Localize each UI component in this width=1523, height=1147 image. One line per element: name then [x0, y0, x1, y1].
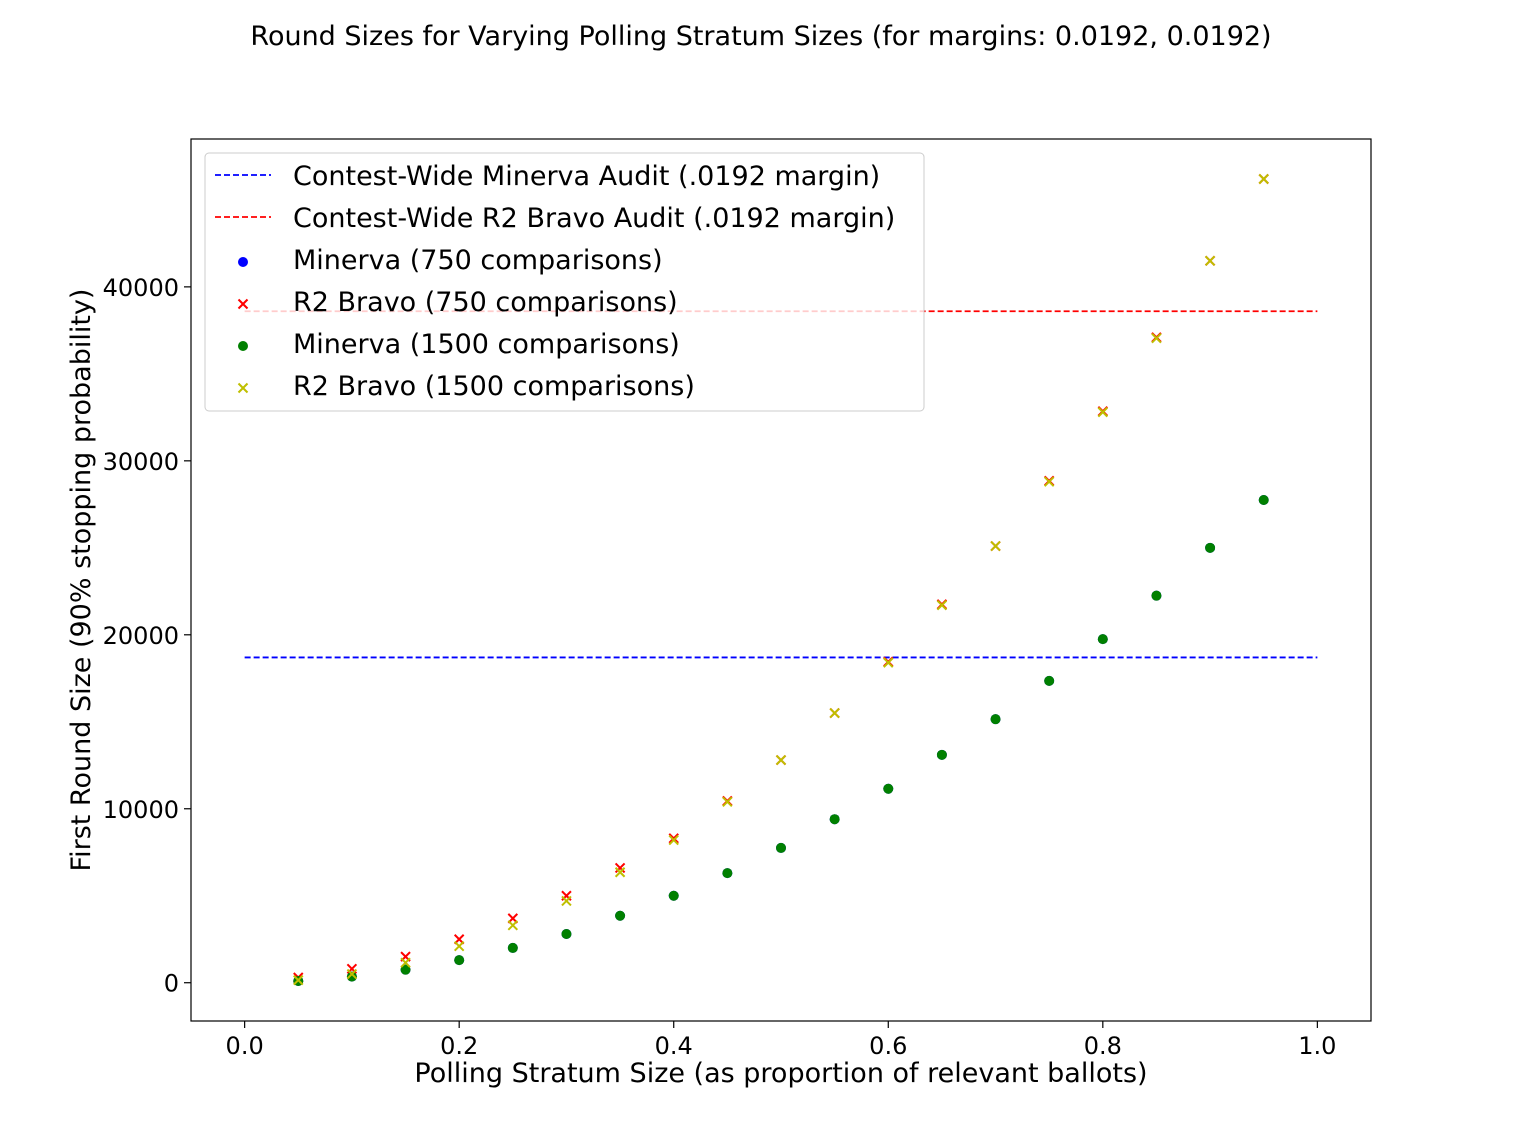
legend-label-3: R2 Bravo (750 comparisons) [293, 287, 678, 318]
legend-swatch-2 [238, 257, 248, 267]
data-point-s2-8 [722, 868, 733, 879]
data-point-s3-7 [668, 834, 679, 846]
x-tick-label-4: 0.8 [1084, 1032, 1122, 1060]
legend-label-0: Contest-Wide Minerva Audit (.0192 margin… [293, 161, 880, 192]
legend-label-1: Contest-Wide R2 Bravo Audit (.0192 margi… [293, 203, 895, 234]
data-point-s3-16 [1151, 332, 1162, 344]
x-tick-label-5: 1.0 [1298, 1032, 1336, 1060]
legend-label-4: Minerva (1500 comparisons) [293, 329, 680, 360]
data-point-s3-17 [1204, 255, 1216, 266]
data-point-s2-13 [990, 714, 1001, 725]
data-point-s3-6 [614, 867, 626, 878]
data-point-s1-7 [668, 833, 679, 844]
y-tick-label-0: 0 [164, 970, 179, 998]
data-point-s3-10 [829, 707, 840, 719]
y-tick-label-2: 20000 [103, 622, 179, 650]
legend-box [204, 152, 925, 412]
legend-label-5: R2 Bravo (1500 comparisons) [293, 371, 695, 402]
data-point-s2-6 [615, 910, 626, 921]
y-tick-label-1: 10000 [103, 796, 179, 824]
data-point-s1-6 [614, 862, 626, 874]
data-point-s3-3 [453, 940, 465, 952]
data-point-s2-10 [829, 814, 840, 825]
y-tick-label-3: 30000 [103, 448, 179, 476]
data-point-s3-9 [775, 754, 787, 766]
data-point-s2-15 [1097, 634, 1108, 645]
legend-swatch-4 [238, 341, 248, 351]
legend-swatch-5 [237, 382, 249, 394]
data-point-s3-2 [400, 957, 411, 968]
data-point-s2-17 [1205, 542, 1216, 553]
data-point-s2-4 [507, 942, 518, 953]
y-tick-label-4: 40000 [103, 274, 179, 302]
data-point-s2-12 [936, 749, 947, 760]
data-point-s3-18 [1258, 173, 1269, 185]
x-tick-label-2: 0.4 [655, 1032, 693, 1060]
y-axis-label: First Round Size (90% stopping probabili… [66, 289, 97, 872]
data-point-s3-14 [1043, 476, 1055, 487]
data-point-s3-12 [936, 600, 948, 611]
data-point-s2-3 [454, 955, 465, 966]
data-point-s3-1 [346, 968, 358, 980]
x-axis-label: Polling Stratum Size (as proportion of r… [414, 1058, 1147, 1089]
data-point-s3-13 [990, 540, 1001, 552]
x-tick-label-1: 0.2 [440, 1032, 478, 1060]
data-point-s3-11 [883, 657, 894, 668]
data-point-s2-9 [776, 842, 786, 853]
data-point-s2-14 [1044, 675, 1055, 686]
data-point-s3-0 [293, 974, 304, 986]
data-point-s3-8 [722, 796, 733, 808]
plot-frame [190, 138, 1372, 1022]
data-point-s3-5 [561, 895, 572, 907]
data-point-s2-2 [400, 964, 411, 975]
data-point-s3-15 [1097, 406, 1109, 418]
chart-title: Round Sizes for Varying Polling Stratum … [250, 21, 1271, 52]
legend: Contest-Wide Minerva Audit (.0192 margin… [204, 152, 925, 412]
legend-swatch-3 [237, 298, 249, 310]
data-marks [244, 173, 1318, 986]
axes: 0.0 0.2 0.4 0.6 0.8 1.0 0 10000 20000 30000 40000 [103, 274, 1337, 1060]
data-point-s2-7 [668, 890, 679, 901]
x-tick-label-3: 0.6 [869, 1032, 907, 1060]
data-point-s2-18 [1258, 494, 1269, 505]
data-point-s2-5 [561, 929, 572, 940]
x-tick-label-0: 0.0 [226, 1032, 264, 1060]
legend-label-2: Minerva (750 comparisons) [293, 245, 663, 276]
data-point-s2-16 [1151, 590, 1162, 601]
data-point-s3-4 [507, 920, 519, 931]
data-point-s2-11 [883, 783, 894, 794]
data-point-s2-1 [346, 971, 357, 982]
